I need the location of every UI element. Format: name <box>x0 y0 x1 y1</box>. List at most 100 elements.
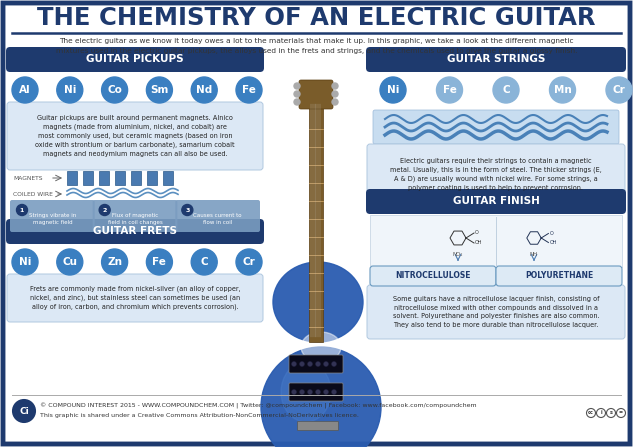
Circle shape <box>332 362 337 367</box>
FancyBboxPatch shape <box>309 107 323 342</box>
Text: OH: OH <box>475 240 482 245</box>
Ellipse shape <box>261 347 381 447</box>
Circle shape <box>493 77 519 103</box>
Circle shape <box>294 91 300 97</box>
Text: Causes current to
flow in coil: Causes current to flow in coil <box>193 213 242 225</box>
Text: Cu: Cu <box>62 257 77 267</box>
Text: Al: Al <box>19 85 31 95</box>
Text: mixtures used in the electric guitar pickups, the alloys used in the frets and s: mixtures used in the electric guitar pic… <box>56 48 577 54</box>
Circle shape <box>13 400 35 422</box>
FancyBboxPatch shape <box>10 200 95 232</box>
Circle shape <box>12 77 38 103</box>
FancyBboxPatch shape <box>83 171 93 185</box>
FancyBboxPatch shape <box>67 171 77 185</box>
Circle shape <box>437 77 463 103</box>
FancyBboxPatch shape <box>289 355 343 373</box>
Circle shape <box>323 362 329 367</box>
Text: GUITAR FINISH: GUITAR FINISH <box>453 197 539 207</box>
Circle shape <box>308 362 313 367</box>
Circle shape <box>299 362 304 367</box>
Text: Cr: Cr <box>242 257 255 267</box>
FancyBboxPatch shape <box>370 215 622 267</box>
Ellipse shape <box>281 362 331 422</box>
Text: Zn: Zn <box>107 257 122 267</box>
Ellipse shape <box>273 262 363 342</box>
Circle shape <box>299 389 304 395</box>
FancyBboxPatch shape <box>366 189 626 214</box>
Text: Cr: Cr <box>613 85 625 95</box>
Text: Ci: Ci <box>19 406 29 416</box>
FancyBboxPatch shape <box>7 274 263 322</box>
Circle shape <box>292 389 296 395</box>
Text: cc: cc <box>588 410 594 416</box>
Text: 2: 2 <box>103 207 107 212</box>
Text: Sm: Sm <box>150 85 168 95</box>
Circle shape <box>315 362 320 367</box>
FancyBboxPatch shape <box>147 171 157 185</box>
Circle shape <box>332 99 338 105</box>
Circle shape <box>294 99 300 105</box>
Text: This graphic is shared under a Creative Commons Attribution-NonCommercial-NoDeri: This graphic is shared under a Creative … <box>40 413 359 417</box>
Circle shape <box>323 389 329 395</box>
Text: C: C <box>502 85 510 95</box>
FancyBboxPatch shape <box>131 171 141 185</box>
FancyBboxPatch shape <box>175 200 260 232</box>
Text: © COMPOUND INTEREST 2015 - WWW.COMPOUNDCHEM.COM | Twitter: @compoundchem | Faceb: © COMPOUND INTEREST 2015 - WWW.COMPOUNDC… <box>40 403 477 409</box>
Circle shape <box>332 91 338 97</box>
Text: Fe: Fe <box>442 85 456 95</box>
Text: NO₂: NO₂ <box>453 253 463 257</box>
Text: OH: OH <box>549 240 557 245</box>
Circle shape <box>102 77 128 103</box>
Circle shape <box>332 83 338 89</box>
FancyBboxPatch shape <box>3 3 630 444</box>
Circle shape <box>294 83 300 89</box>
Circle shape <box>292 362 296 367</box>
Circle shape <box>182 204 193 215</box>
FancyBboxPatch shape <box>373 110 619 144</box>
Text: COILED WIRE: COILED WIRE <box>13 191 53 197</box>
Text: Flux of magnetic
field in coil changes: Flux of magnetic field in coil changes <box>108 213 163 225</box>
Circle shape <box>146 77 172 103</box>
FancyBboxPatch shape <box>298 422 339 430</box>
Circle shape <box>380 77 406 103</box>
Text: Co: Co <box>107 85 122 95</box>
Circle shape <box>332 389 337 395</box>
Circle shape <box>191 249 217 275</box>
Text: NH: NH <box>530 253 538 257</box>
Text: The electric guitar as we know it today owes a lot to the materials that make it: The electric guitar as we know it today … <box>60 38 573 44</box>
FancyBboxPatch shape <box>367 144 625 205</box>
Text: Some guitars have a nitrocellulose lacquer finish, consisting of
nitrocellulose : Some guitars have a nitrocellulose lacqu… <box>392 296 599 328</box>
Circle shape <box>57 249 83 275</box>
FancyBboxPatch shape <box>496 266 622 286</box>
Circle shape <box>16 204 27 215</box>
Text: i: i <box>600 410 602 416</box>
Text: Fe: Fe <box>153 257 166 267</box>
Circle shape <box>549 77 575 103</box>
Text: Ni: Ni <box>63 85 76 95</box>
Text: NITROCELLULOSE: NITROCELLULOSE <box>395 271 471 281</box>
Text: C: C <box>201 257 208 267</box>
Circle shape <box>308 389 313 395</box>
Text: Nd: Nd <box>196 85 212 95</box>
Text: POLYURETHANE: POLYURETHANE <box>525 271 593 281</box>
Ellipse shape <box>301 332 341 362</box>
Text: Strings vibrate in
magnetic field: Strings vibrate in magnetic field <box>28 213 76 225</box>
FancyBboxPatch shape <box>6 47 264 72</box>
FancyBboxPatch shape <box>163 171 173 185</box>
Circle shape <box>12 249 38 275</box>
Text: Electric guitars require their strings to contain a magnetic
metal. Usually, thi: Electric guitars require their strings t… <box>390 158 602 191</box>
Circle shape <box>146 249 172 275</box>
Circle shape <box>57 77 83 103</box>
Text: THE CHEMISTRY OF AN ELECTRIC GUITAR: THE CHEMISTRY OF AN ELECTRIC GUITAR <box>37 6 596 30</box>
Text: GUITAR PICKUPS: GUITAR PICKUPS <box>86 55 184 64</box>
Text: 1: 1 <box>20 207 24 212</box>
Circle shape <box>236 249 262 275</box>
FancyBboxPatch shape <box>367 285 625 339</box>
Text: Ni: Ni <box>387 85 399 95</box>
Text: Mn: Mn <box>554 85 572 95</box>
Text: =: = <box>619 410 623 416</box>
FancyBboxPatch shape <box>299 80 333 109</box>
FancyBboxPatch shape <box>366 47 626 72</box>
Text: Guitar pickups are built around permanent magnets. Alnico
magnets (made from alu: Guitar pickups are built around permanen… <box>35 115 235 157</box>
FancyBboxPatch shape <box>6 219 264 244</box>
